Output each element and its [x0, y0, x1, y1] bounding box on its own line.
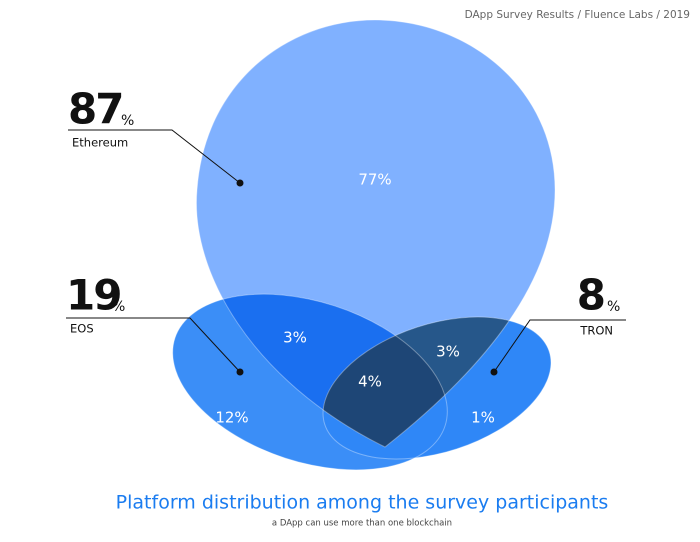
set-value: 19	[66, 271, 120, 320]
region-label: 3%	[283, 329, 307, 347]
header: DApp Survey Results / Fluence Labs / 201…	[465, 9, 690, 21]
outline	[322, 316, 552, 460]
set-unit: %	[112, 299, 125, 315]
set-value: 8	[577, 271, 604, 320]
chart-subtitle: a DApp can use more than one blockchain	[272, 519, 452, 529]
region-label: 77%	[358, 171, 391, 189]
set-name: Ethereum	[72, 136, 128, 150]
set-unit: %	[121, 113, 134, 129]
overlap	[323, 317, 470, 447]
chart-title: Platform distribution among the survey p…	[116, 492, 609, 514]
outline	[172, 293, 448, 471]
region-label: 12%	[215, 409, 248, 427]
outline	[195, 19, 556, 448]
set-value: 87	[68, 85, 122, 134]
leader-dot	[236, 179, 244, 187]
region-label: 4%	[358, 373, 382, 391]
leader-line	[493, 319, 626, 373]
leader-dot	[236, 368, 244, 376]
region-label: 3%	[436, 343, 460, 361]
set-unit: %	[607, 299, 620, 315]
venn-shapes	[172, 19, 556, 471]
region-label: 1%	[471, 409, 495, 427]
leader-line	[66, 317, 241, 373]
set-name: TRON	[579, 324, 613, 338]
leader-dot	[490, 368, 498, 376]
leader-line	[68, 129, 241, 184]
set-name: EOS	[70, 322, 94, 336]
overlap-region	[323, 317, 470, 447]
